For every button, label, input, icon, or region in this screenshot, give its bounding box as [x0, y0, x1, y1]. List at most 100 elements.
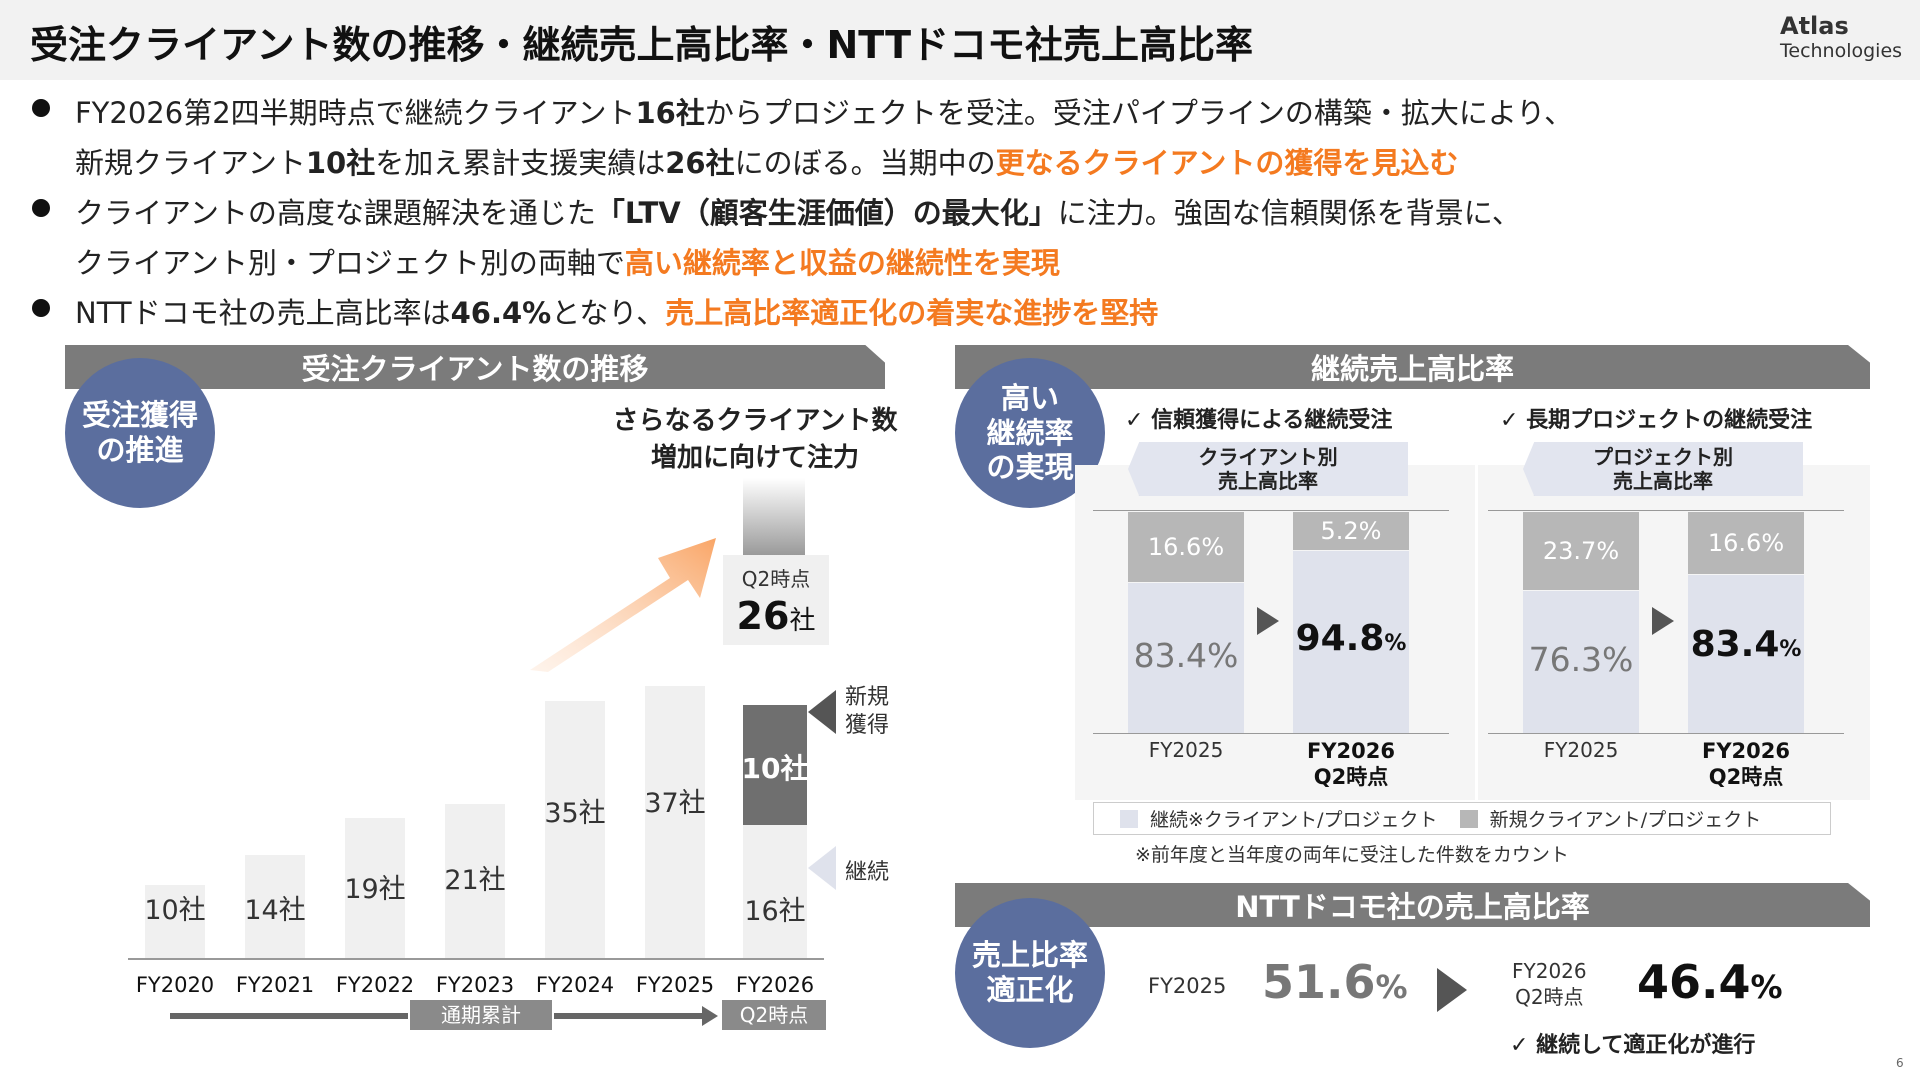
project-ratio-tag: プロジェクト別 売上高比率 [1523, 442, 1803, 496]
circle-line-1: 高い [1000, 380, 1059, 415]
tag-line-2: 売上高比率 [1217, 469, 1318, 493]
legend-swatch-new [1459, 809, 1478, 828]
client-count-banner: 受注クライアント数の推移 [65, 345, 885, 389]
continuing-side-label: 継続 [845, 860, 890, 885]
bar-value-label: 14社 [244, 895, 306, 926]
bullet-dot-1 [32, 99, 50, 117]
client-fy2026-new-segment: 5.2% [1293, 512, 1409, 550]
bullet-dot-2 [32, 199, 50, 217]
bar-value-label: 19社 [344, 874, 406, 906]
text-bold: 46.4% [450, 296, 552, 330]
x-axis-line [128, 958, 824, 960]
text-bold: 26社 [665, 146, 735, 180]
text: NTTドコモ社の売上高比率は [75, 296, 451, 330]
x-label-fy2022: FY2022 [335, 973, 415, 997]
docomo-fy2025-value: 51.6% [1262, 955, 1408, 1009]
bar-fy2024 [545, 700, 605, 958]
period-arrow-icon [702, 1006, 718, 1026]
bar-fy2021 [245, 855, 305, 958]
bullet-1-line-2: 新規クライアント10社を加え累計支援実績は26社にのぼる。当期中の更なるクライア… [75, 140, 1458, 182]
project-fy2026-new-segment: 16.6% [1688, 512, 1804, 574]
title-bar [0, 0, 1920, 80]
value-unit: % [1384, 631, 1407, 656]
value-number: 46.4 [1637, 955, 1751, 1009]
value-number: 94.8 [1295, 618, 1385, 659]
focus-note: さらなるクライアント数 増加に向けて注力 [590, 400, 920, 474]
text: FY2026第2四半期時点で継続クライアント [75, 96, 636, 130]
focus-note-line-1: さらなるクライアント数 [612, 406, 898, 436]
tag-line-1: プロジェクト別 [1593, 445, 1733, 469]
docomo-check: ✓ 継続して適正化が進行 [1510, 1033, 1756, 1058]
panel-top-line [1488, 510, 1844, 511]
q2-total-value: 26社 [723, 594, 829, 638]
highlight-text: 高い継続率と収益の継続性を実現 [624, 246, 1060, 280]
client-x-fy2025: FY2025 [1148, 738, 1224, 762]
text-bold: 16社 [635, 96, 705, 130]
docomo-ratio-banner: NTTドコモ社の売上高比率 [955, 883, 1870, 927]
page-title: 受注クライアント数の推移・継続売上高比率・NTTドコモ社売上高比率 [30, 23, 1253, 67]
client-change-arrow-icon [1257, 607, 1279, 635]
text: に注力。強固な信頼関係を背景に、 [1057, 196, 1521, 230]
bar-fy2020 [145, 884, 205, 958]
period-full-year-label: 通期累計 [410, 1000, 552, 1030]
q2-total-label: Q2時点 [741, 567, 811, 591]
client-acquisition-circle: 受注獲得 の推進 [65, 358, 215, 508]
tag-line-1: クライアント別 [1198, 445, 1338, 469]
new-side-line-1: 新規 [845, 685, 890, 710]
x-label-fy2023: FY2023 [435, 973, 515, 997]
x-label-fy2024: FY2024 [535, 973, 615, 997]
label-line-2: Q2時点 [1515, 985, 1584, 1009]
x-line-2: Q2時点 [1313, 765, 1389, 790]
new-value-label: 10社 [741, 752, 809, 786]
x-label-fy2021: FY2021 [235, 973, 315, 997]
new-side-label: 新規 獲得 [845, 684, 889, 739]
bar-fy2026-continuing [743, 825, 807, 958]
continuing-pointer-icon [808, 846, 836, 890]
docomo-fy2026-label: FY2026 Q2時点 [1512, 958, 1587, 1010]
ratio-legend: 継続※クライアント/プロジェクト 新規クライアント/プロジェクト [1093, 802, 1831, 835]
client-fy2025-continuing-value: 83.4% [1133, 636, 1239, 675]
client-ratio-tag: クライアント別 売上高比率 [1128, 442, 1408, 496]
text: となり、 [551, 296, 666, 330]
logo-technologies: Technologies [1780, 40, 1903, 62]
footnote: ※前年度と当年度の両年に受注した件数をカウント [1135, 844, 1569, 866]
x-label-fy2020: FY2020 [135, 973, 215, 997]
text-bold: 「LTV（顧客生涯価値）の最大化」 [595, 196, 1058, 230]
check-trust: ✓ 信頼獲得による継続受注 [1125, 408, 1393, 433]
bar-fy2026-new [743, 705, 807, 826]
bullet-2-line-1: クライアントの高度な課題解決を通じた「LTV（顧客生涯価値）の最大化」に注力。強… [75, 190, 1521, 232]
growth-arrow-icon [530, 538, 716, 672]
circle-line-2: 適正化 [986, 973, 1074, 1007]
text: を加え累計支援実績は [375, 146, 666, 180]
highlight-text: 更なるクライアントの獲得を見込む [995, 146, 1459, 180]
new-side-line-2: 獲得 [845, 712, 890, 738]
text: からプロジェクトを受注。受注パイプラインの構築・拡大により、 [704, 96, 1574, 130]
bullet-dot-3 [32, 299, 50, 317]
client-fy2025-new-segment: 16.6% [1128, 512, 1244, 582]
text: クライアント別・プロジェクト別の両軸で [75, 246, 625, 280]
bar-fy2022 [345, 818, 405, 958]
x-line-1: FY2026 [1702, 739, 1790, 763]
docomo-change-arrow-icon [1437, 968, 1467, 1012]
circle-line-1: 受注獲得 [81, 398, 198, 433]
future-growth-gradient [743, 478, 805, 555]
tag-line-2: 売上高比率 [1613, 469, 1713, 493]
highlight-text: 売上高比率適正化の着実な進捗を堅持 [665, 296, 1159, 330]
bullet-2-line-2: クライアント別・プロジェクト別の両軸で高い継続率と収益の継続性を実現 [75, 240, 1060, 282]
bar-value-label: 10社 [144, 895, 206, 926]
project-fy2025-continuing-segment [1523, 591, 1639, 733]
text: にのぼる。当期中の [734, 146, 996, 180]
value-unit: % [1375, 968, 1408, 1006]
continuing-ratio-banner: 継続売上高比率 [955, 345, 1870, 389]
bullet-1-line-1: FY2026第2四半期時点で継続クライアント16社からプロジェクトを受注。受注パ… [75, 90, 1573, 132]
text-bold: 10社 [305, 146, 376, 180]
project-fy2025-continuing-value: 76.3% [1528, 640, 1634, 679]
x-label-fy2025: FY2025 [635, 973, 715, 997]
value-unit: % [1779, 637, 1802, 662]
project-fy2025-new-segment: 23.7% [1523, 512, 1639, 590]
project-fy2026-continuing-segment [1688, 575, 1804, 733]
label-line-1: FY2026 [1512, 959, 1587, 983]
page-number: 6 [1896, 1056, 1904, 1070]
bar-fy2025 [645, 686, 705, 958]
q2-total-box: Q2時点 26社 [723, 555, 829, 645]
